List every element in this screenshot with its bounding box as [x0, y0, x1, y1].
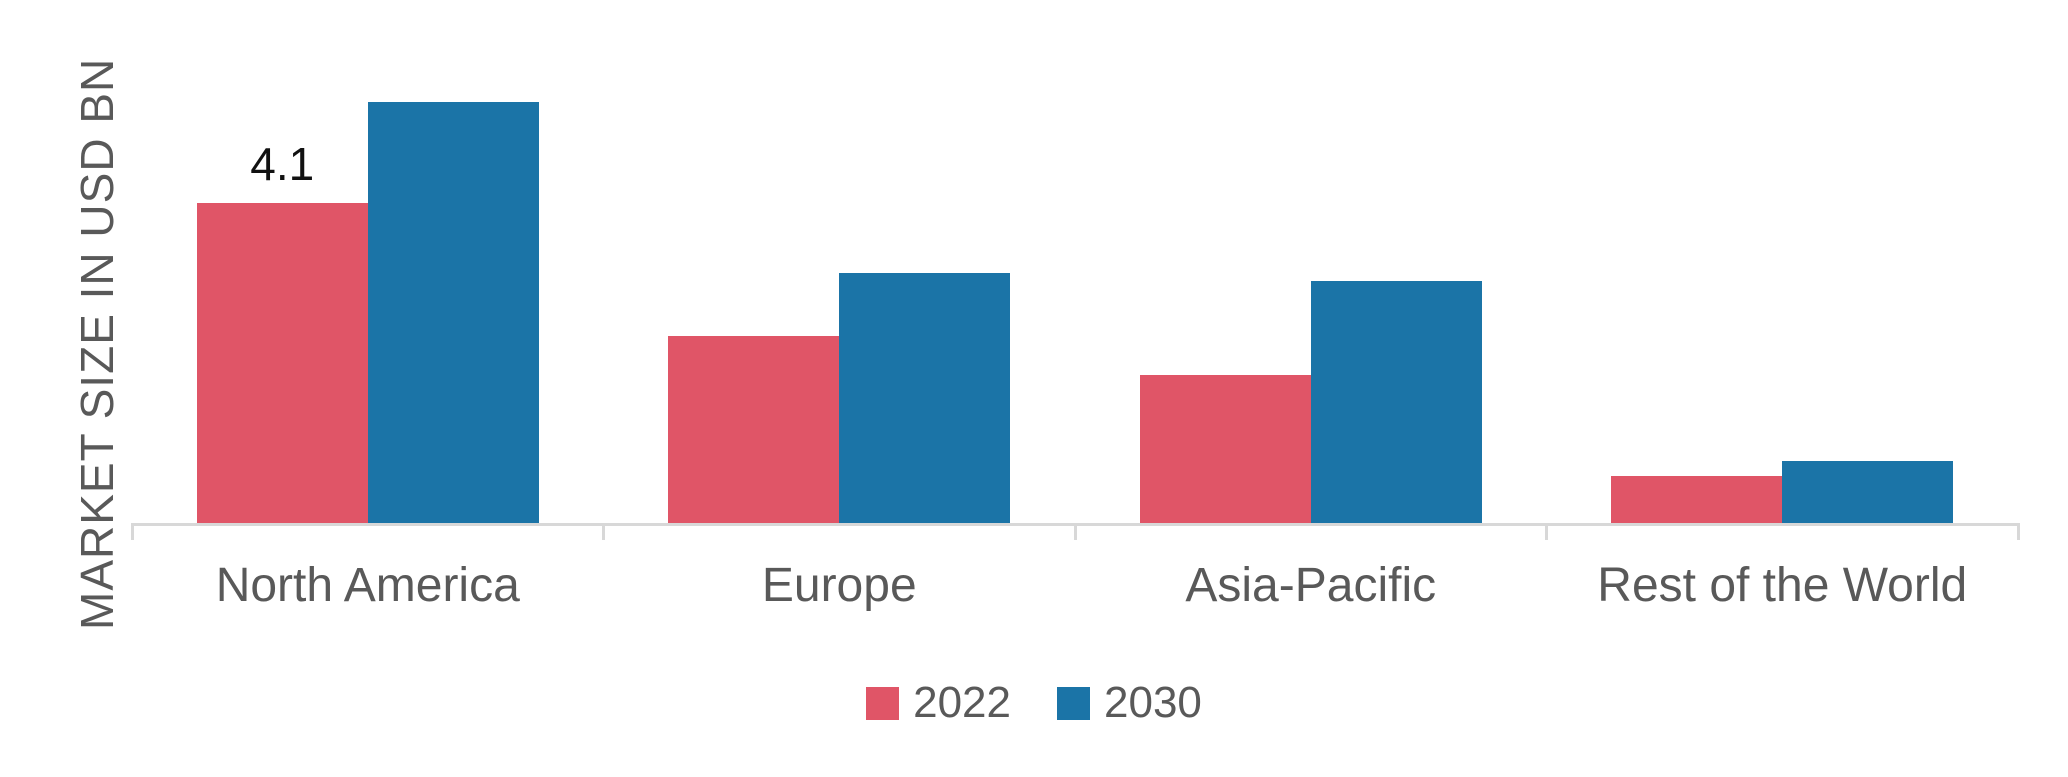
- x-axis-tick: [131, 523, 134, 540]
- x-label-asia-pacific: Asia-Pacific: [1185, 559, 1437, 612]
- legend-label-2030: 2030: [1104, 678, 1202, 727]
- x-axis-tick: [1074, 523, 1077, 540]
- bar-group-asia-pacific: [1075, 0, 1547, 523]
- x-axis-labels: North America Europe Asia-Pacific Rest of t…: [132, 558, 2018, 613]
- x-axis-tick: [1545, 523, 1548, 540]
- bar-2022-europe: [668, 336, 840, 523]
- bar-2030-rest-of-the-world: [1782, 461, 1954, 523]
- x-label-europe: Europe: [761, 559, 917, 612]
- bar-2022-rest-of-the-world: [1611, 476, 1783, 523]
- plot-area: 4.1: [132, 0, 2018, 523]
- x-label-rest-of-the-world: Rest of the World: [1597, 559, 1968, 612]
- bar-group-europe: [604, 0, 1076, 523]
- x-axis-tick: [602, 523, 605, 540]
- x-label-north-america: North America: [215, 559, 520, 612]
- legend-swatch-2022: [866, 686, 900, 720]
- legend-item-2030: 2030: [1057, 678, 1202, 728]
- bar-2030-north-america: [367, 102, 539, 523]
- data-label-2022-north-america: 4.1: [250, 138, 315, 190]
- bar-2022-north-america: 4.1: [196, 138, 368, 523]
- bar-2030-europe: [839, 273, 1011, 523]
- legend-swatch-2030: [1057, 686, 1090, 720]
- legend-label-2022: 2022: [913, 678, 1011, 727]
- x-axis-tick: [2017, 523, 2020, 540]
- bar-2022-asia-pacific: [1139, 375, 1311, 523]
- legend: 2022 2030: [0, 678, 2068, 728]
- bar-group-rest-of-the-world: [1547, 0, 2019, 523]
- y-axis-title: MARKET SIZE IN USD BN: [71, 57, 123, 631]
- bar-2030-asia-pacific: [1310, 281, 1482, 523]
- bar-group-north-america: 4.1: [132, 0, 604, 523]
- legend-item-2022: 2022: [866, 678, 1011, 728]
